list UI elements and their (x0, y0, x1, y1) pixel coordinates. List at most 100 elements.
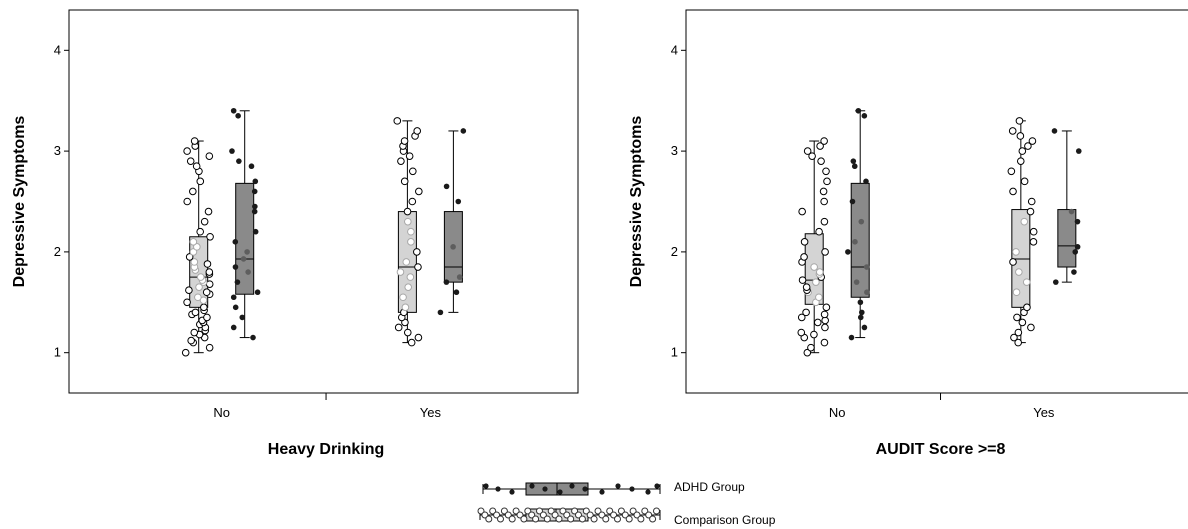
legend-point (615, 483, 621, 489)
data-point (199, 296, 208, 305)
data-point (1012, 248, 1020, 256)
data-point (1015, 268, 1023, 276)
data-point (851, 163, 858, 170)
data-point (183, 197, 192, 206)
data-point (239, 314, 246, 321)
data-point (408, 197, 417, 206)
y-tick-label: 1 (54, 345, 61, 360)
data-point (183, 147, 191, 155)
data-point (1018, 318, 1027, 327)
data-point (232, 304, 239, 311)
data-point (190, 137, 199, 145)
legend-point (578, 515, 586, 523)
data-point (192, 162, 201, 171)
data-point (460, 128, 467, 134)
data-point (400, 177, 409, 186)
data-point (815, 268, 824, 276)
data-point (189, 187, 197, 196)
data-point (1018, 147, 1027, 155)
legend-point (483, 483, 489, 489)
x-tick-label: Yes (420, 405, 442, 420)
data-point (236, 158, 242, 164)
data-point (205, 152, 214, 160)
data-point (797, 328, 806, 337)
data-point (403, 328, 412, 337)
data-point (414, 263, 422, 271)
data-point (205, 280, 214, 288)
data-point (1020, 177, 1029, 186)
data-point (810, 330, 818, 339)
data-point (1051, 128, 1058, 134)
data-point (810, 263, 818, 271)
box (235, 182, 255, 295)
data-point (1009, 187, 1017, 196)
data-point (193, 243, 201, 251)
data-point (802, 283, 811, 291)
data-point (1071, 269, 1077, 275)
data-point (1014, 328, 1023, 337)
data-point (1014, 338, 1022, 347)
data-point (200, 217, 209, 226)
data-point (800, 238, 809, 246)
data-point (397, 157, 405, 165)
data-point (861, 324, 868, 331)
panel-heavy-drinking: Depressive Symptoms Heavy Drinking 1 2 3 4 N… (11, 9, 579, 458)
data-point (820, 137, 828, 145)
legend-point (543, 515, 551, 523)
data-point (455, 198, 462, 205)
data-point (254, 289, 261, 296)
legend-point (567, 515, 575, 523)
data-point (807, 343, 815, 352)
data-point (858, 218, 865, 225)
data-point (407, 227, 415, 236)
data-point (855, 107, 862, 114)
legend-label-comparison: Comparison Group (674, 513, 776, 527)
data-point (235, 113, 241, 119)
data-point (196, 177, 205, 186)
data-point (252, 203, 258, 210)
y-tick-label: 3 (671, 143, 678, 158)
y-tick-label: 2 (54, 244, 61, 259)
data-point (232, 239, 239, 245)
data-point (252, 178, 259, 185)
legend-point (555, 515, 563, 523)
data-point (1010, 333, 1018, 342)
legend-point (629, 486, 635, 492)
data-point (189, 238, 198, 246)
data-point (189, 248, 198, 256)
data-point (203, 313, 211, 322)
legend: ADHD Group Comparison Group (477, 480, 776, 527)
data-point (1015, 117, 1024, 125)
data-point (187, 336, 195, 345)
data-point (1075, 148, 1082, 154)
data-point (1020, 217, 1029, 226)
data-point (1027, 197, 1036, 206)
data-point (181, 348, 190, 357)
data-point (1026, 207, 1035, 216)
legend-point (582, 486, 588, 492)
data-point (808, 152, 816, 160)
data-point (250, 334, 256, 341)
data-point (240, 256, 247, 262)
data-point (230, 294, 237, 301)
data-point (185, 286, 193, 294)
data-point (853, 279, 860, 285)
data-point (402, 258, 411, 266)
data-point (437, 309, 444, 316)
legend-point (532, 515, 540, 523)
data-point (1027, 323, 1035, 332)
data-point (1022, 278, 1031, 286)
y-tick-label: 1 (671, 345, 678, 360)
data-point (1074, 218, 1081, 225)
data-point (245, 269, 251, 275)
legend-point (654, 483, 660, 489)
y-tick-label: 2 (671, 244, 678, 259)
y-tick-label: 4 (54, 42, 61, 57)
data-point (1016, 157, 1025, 165)
data-point (1012, 288, 1021, 297)
data-point (186, 157, 195, 165)
data-point (812, 278, 820, 286)
data-point (404, 283, 413, 291)
data-point (456, 274, 463, 280)
data-point (820, 217, 829, 226)
